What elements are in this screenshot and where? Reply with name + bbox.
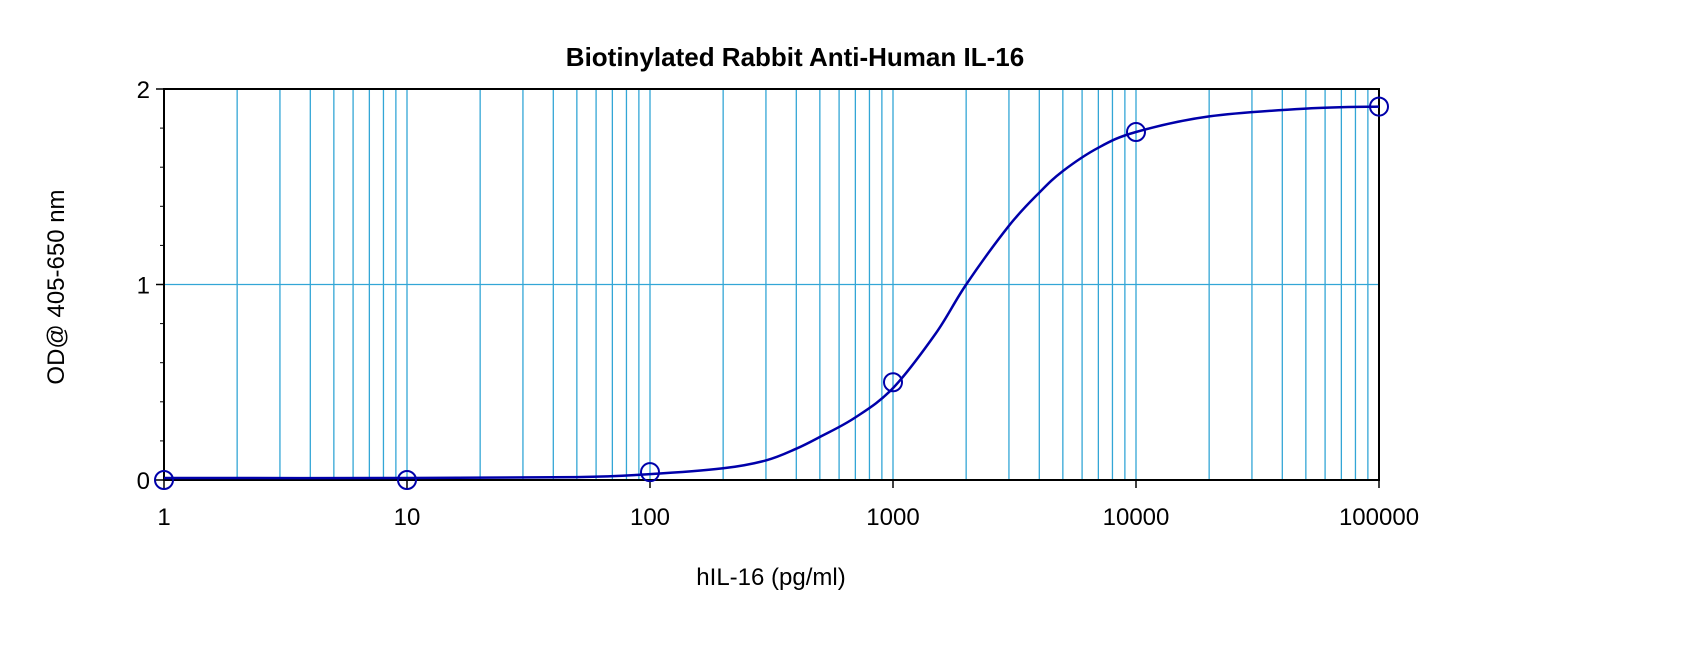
x-tick-label: 100 <box>630 504 670 531</box>
data-point <box>640 462 660 483</box>
data-point <box>1126 122 1146 143</box>
y-axis-label: OD@ 405-650 nm <box>43 189 70 384</box>
x-tick-label: 100000 <box>1339 504 1419 531</box>
fit-curve <box>163 105 1380 480</box>
data-point <box>154 470 174 490</box>
x-tick-label: 1 <box>157 504 170 531</box>
x-tick-label: 10000 <box>1103 504 1170 531</box>
grid <box>164 89 1379 480</box>
x-tick-label: 1000 <box>866 504 919 531</box>
curve-layer <box>163 105 1380 480</box>
points-layer <box>154 96 1389 490</box>
y-tick-label: 2 <box>137 77 150 104</box>
y-tick-label: 1 <box>137 273 150 300</box>
y-tick-label: 0 <box>137 468 150 495</box>
x-tick-label: 10 <box>394 504 421 531</box>
data-point <box>883 372 903 393</box>
chart-title: Biotinylated Rabbit Anti-Human IL-16 <box>566 42 1024 72</box>
data-point <box>1369 96 1389 117</box>
x-axis-label: hIL-16 (pg/ml) <box>696 564 845 591</box>
data-point <box>397 470 417 490</box>
